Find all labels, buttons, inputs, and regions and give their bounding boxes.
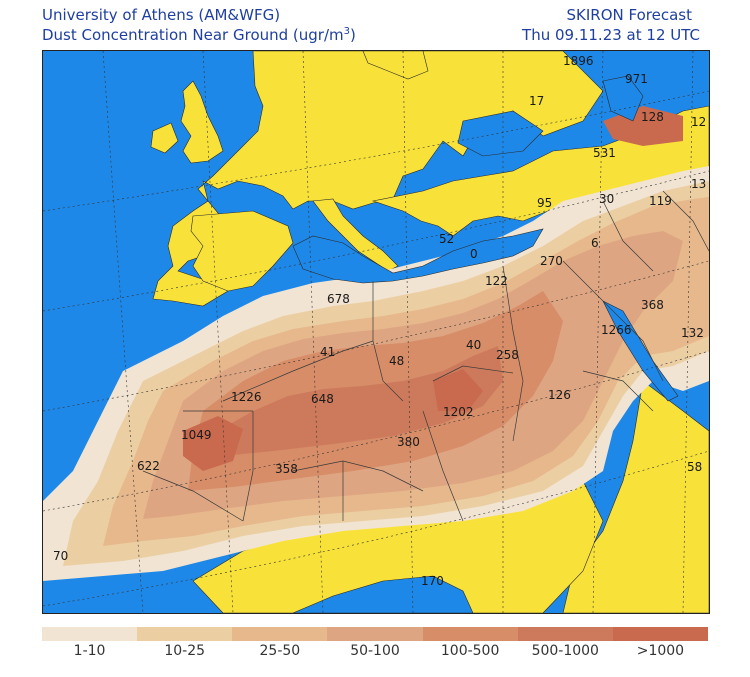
map-label: 622 <box>137 459 160 473</box>
map-label: 0 <box>470 247 478 261</box>
country-borders <box>142 190 709 522</box>
map-label: 648 <box>311 392 334 406</box>
legend-swatch <box>612 627 708 641</box>
map-label: 122 <box>485 274 508 288</box>
legend-label: >1000 <box>636 643 685 659</box>
legend-swatch <box>517 627 613 641</box>
map-label: 1266 <box>601 323 632 337</box>
legend-label: 1-10 <box>73 643 106 659</box>
map-label: 41 <box>320 345 335 359</box>
map-label: 58 <box>687 460 702 474</box>
legend-swatch <box>137 627 233 641</box>
map-label: 358 <box>275 462 298 476</box>
map-label: 1202 <box>443 405 474 419</box>
map-label: 95 <box>537 196 552 210</box>
map-label: 1049 <box>181 428 212 442</box>
britain-land <box>180 80 224 164</box>
map-label: 132 <box>681 326 704 340</box>
color-legend-labels: 1-10 10-25 25-50 50-100 100-500 500-1000… <box>42 643 708 659</box>
map-label: 1226 <box>231 390 262 404</box>
product-title: Dust Concentration Near Ground (ugr/m3) <box>42 26 356 44</box>
map-label: 17 <box>529 94 544 108</box>
map-label: 258 <box>496 348 519 362</box>
forecast-title: SKIRON Forecast <box>566 6 692 24</box>
color-legend-bar <box>42 627 708 641</box>
dust-level-7-west <box>183 416 243 471</box>
map-label: 128 <box>641 110 664 124</box>
gulf-of-guinea <box>292 575 474 613</box>
map-label: 971 <box>625 72 648 86</box>
map-label: 170 <box>421 574 444 588</box>
map-label: 1896 <box>563 54 594 68</box>
legend-label: 500-1000 <box>531 643 599 659</box>
valid-time: Thu 09.11.23 at 12 UTC <box>522 26 700 44</box>
map-label: 40 <box>466 338 481 352</box>
scandinavia-land <box>362 51 429 80</box>
arabia-clean-land <box>562 380 709 613</box>
map-label: 70 <box>53 549 68 563</box>
red-sea <box>602 300 679 402</box>
black-sea <box>457 110 544 157</box>
legend-swatch <box>422 627 518 641</box>
map-label: 30 <box>599 192 614 206</box>
mediterranean-sea <box>292 228 544 284</box>
source-title: University of Athens (AM&WFG) <box>42 6 281 24</box>
map-label: 380 <box>397 435 420 449</box>
legend-swatch <box>327 627 423 641</box>
iberia-land <box>190 210 294 292</box>
legend-label: 100-500 <box>440 643 500 659</box>
ireland-land <box>150 122 179 154</box>
map-label: 678 <box>327 292 350 306</box>
dust-map-svg: 1896 971 17 128 12 531 13 95 30 119 52 0… <box>43 51 709 613</box>
concentration-labels: 1896 971 17 128 12 531 13 95 30 119 52 0… <box>53 54 706 588</box>
map-label: 270 <box>540 254 563 268</box>
legend-swatch <box>42 627 138 641</box>
lat-lon-grid <box>43 51 709 613</box>
map-label: 126 <box>548 388 571 402</box>
legend-label: 10-25 <box>164 643 206 659</box>
map-label: 6 <box>591 236 599 250</box>
legend-swatch <box>232 627 328 641</box>
dust-level-7-central <box>433 369 483 411</box>
legend-label: 50-100 <box>350 643 400 659</box>
dust-map: 1896 971 17 128 12 531 13 95 30 119 52 0… <box>42 50 710 614</box>
map-label: 119 <box>649 194 672 208</box>
map-label: 12 <box>691 115 706 129</box>
dust-level-6 <box>218 346 503 456</box>
caspian-sea <box>602 75 644 122</box>
map-label: 48 <box>389 354 404 368</box>
legend-label: 25-50 <box>259 643 301 659</box>
map-label: 13 <box>691 177 706 191</box>
map-label: 531 <box>593 146 616 160</box>
map-label: 52 <box>439 232 454 246</box>
map-label: 368 <box>641 298 664 312</box>
